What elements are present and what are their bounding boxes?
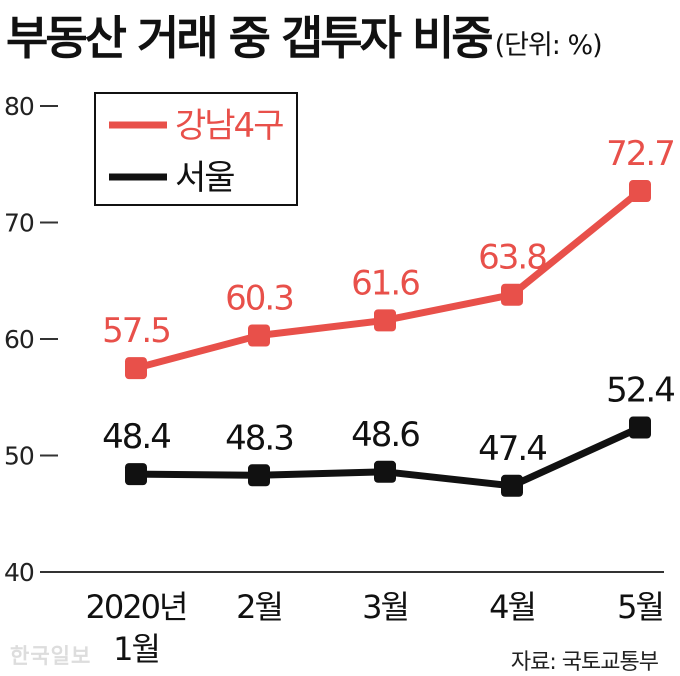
data-label-0-3: 63.8	[478, 238, 546, 278]
x-tick-label-1: 2월	[236, 588, 282, 626]
y-tick-label: 70	[4, 209, 34, 238]
legend-label-1: 서울	[175, 158, 234, 198]
data-point-1-3	[501, 474, 523, 497]
data-label-0-0: 57.5	[102, 311, 170, 351]
source-note: 자료: 국토교통부	[510, 650, 659, 675]
data-point-0-4	[629, 180, 651, 203]
y-tick-label: 40	[4, 558, 34, 587]
data-label-1-4: 52.4	[606, 371, 674, 411]
data-point-1-1	[248, 464, 270, 487]
legend-box	[94, 92, 298, 206]
data-label-1-0: 48.4	[102, 417, 170, 457]
unit-label: (단위: %)	[494, 30, 603, 61]
data-point-1-0	[125, 463, 147, 486]
data-labels: 57.5 60.3 61.6 63.8 72.7 48.4 48.3 48.6 47.4 52.4	[102, 134, 676, 469]
data-label-0-4: 72.7	[606, 134, 674, 174]
data-point-0-3	[501, 283, 523, 306]
data-point-1-4	[629, 416, 651, 439]
data-label-1-2: 48.6	[351, 415, 419, 455]
y-tick-label: 80	[4, 92, 34, 121]
data-label-1-3: 47.4	[478, 429, 546, 469]
y-tick-label: 50	[4, 442, 34, 471]
x-tick-label-0: 2020년 1월	[86, 588, 187, 668]
x-axis: 2020년 1월 2월 3월 4월 5월	[86, 588, 665, 668]
data-label-0-2: 61.6	[351, 263, 419, 303]
data-point-0-1	[248, 324, 270, 347]
data-label-1-1: 48.3	[225, 418, 293, 458]
y-tick-label: 60	[4, 325, 34, 354]
data-point-1-2	[374, 460, 396, 483]
x-tick-label-2: 3월	[362, 588, 408, 626]
title-row: 부동산 거래 중 갭투자 비중 (단위: %)	[6, 2, 603, 65]
x-tick-label-3: 4월	[489, 588, 535, 626]
x-tick-label-4: 5월	[617, 588, 663, 626]
chart-title: 부동산 거래 중 갭투자 비중	[6, 11, 494, 65]
data-label-0-1: 60.3	[225, 279, 293, 319]
watermark: 한국일보	[10, 644, 92, 668]
data-point-0-2	[374, 309, 396, 332]
legend-label-0: 강남4구	[175, 106, 283, 146]
y-axis: 40 50 60 70 80	[4, 92, 664, 587]
series-layer	[125, 180, 651, 497]
data-point-0-0	[125, 357, 147, 380]
